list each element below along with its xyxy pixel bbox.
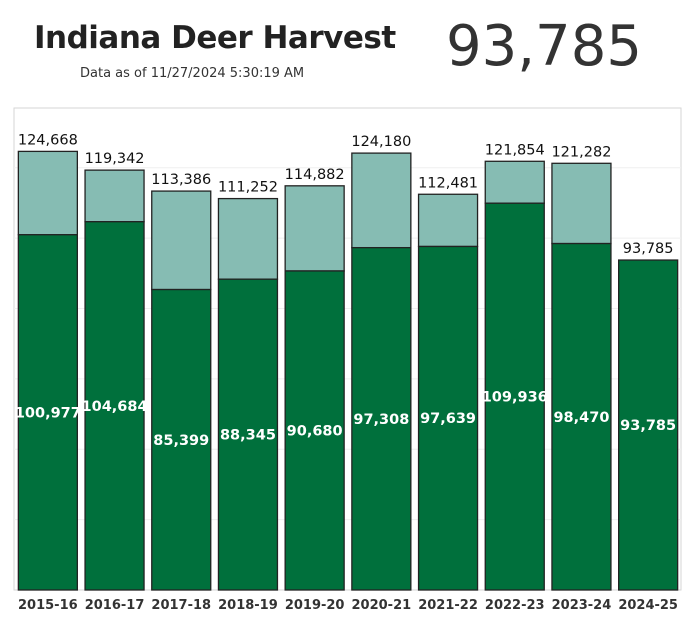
current-label: 98,470 [553, 410, 609, 426]
current-label: 104,684 [82, 399, 148, 415]
category-label: 2017-18 [151, 598, 211, 613]
total-label: 121,854 [485, 142, 545, 158]
bar-total [284, 185, 345, 272]
category-label: 2020-21 [352, 598, 412, 613]
bar-total [351, 152, 412, 249]
bar-current [217, 278, 279, 591]
category-label: 2024-25 [618, 598, 678, 613]
plot-area [13, 107, 682, 591]
bar-current [618, 259, 679, 591]
data-timestamp: Data as of 11/27/2024 5:30:19 AM [80, 66, 305, 81]
category-label: 2018-19 [218, 598, 278, 613]
bar-current [284, 270, 345, 591]
category-label: 2022-23 [485, 598, 545, 613]
bar-current [551, 242, 612, 591]
total-label: 111,252 [218, 180, 278, 196]
bar-total [484, 160, 545, 204]
total-label: 124,668 [18, 132, 78, 148]
total-label: 112,481 [418, 175, 478, 191]
bar-total [151, 190, 212, 291]
category-label: 2019-20 [285, 598, 345, 613]
bar-current [351, 246, 412, 591]
kpi-total: 93,785 [446, 14, 642, 79]
bar-total [217, 197, 279, 280]
bar-current [484, 202, 545, 591]
total-label: 124,180 [351, 134, 411, 150]
bar-current [17, 234, 79, 591]
bar-total [84, 169, 145, 223]
bar-current [417, 245, 479, 591]
current-label: 85,399 [153, 433, 209, 449]
category-label: 2021-22 [418, 598, 478, 613]
total-label: 113,386 [151, 172, 211, 188]
total-label: 114,882 [285, 167, 345, 183]
category-label: 2023-24 [552, 598, 612, 613]
current-label: 109,936 [482, 390, 548, 406]
category-label: 2015-16 [18, 598, 78, 613]
current-label: 100,977 [15, 405, 81, 421]
current-label: 97,308 [353, 412, 409, 428]
bar-current [151, 288, 212, 591]
bar-current [84, 221, 145, 591]
category-label: 2016-17 [85, 598, 145, 613]
total-label: 93,785 [623, 241, 674, 257]
current-label: 88,345 [220, 428, 276, 444]
bar-total [17, 150, 79, 236]
bar-total [551, 162, 612, 245]
current-label: 90,680 [287, 423, 343, 439]
total-label: 119,342 [85, 151, 145, 167]
current-label: 97,639 [420, 411, 476, 427]
current-label: 93,785 [620, 418, 676, 434]
bar-total [417, 193, 479, 248]
page-title: Indiana Deer Harvest [34, 20, 396, 56]
total-label: 121,282 [551, 144, 611, 160]
